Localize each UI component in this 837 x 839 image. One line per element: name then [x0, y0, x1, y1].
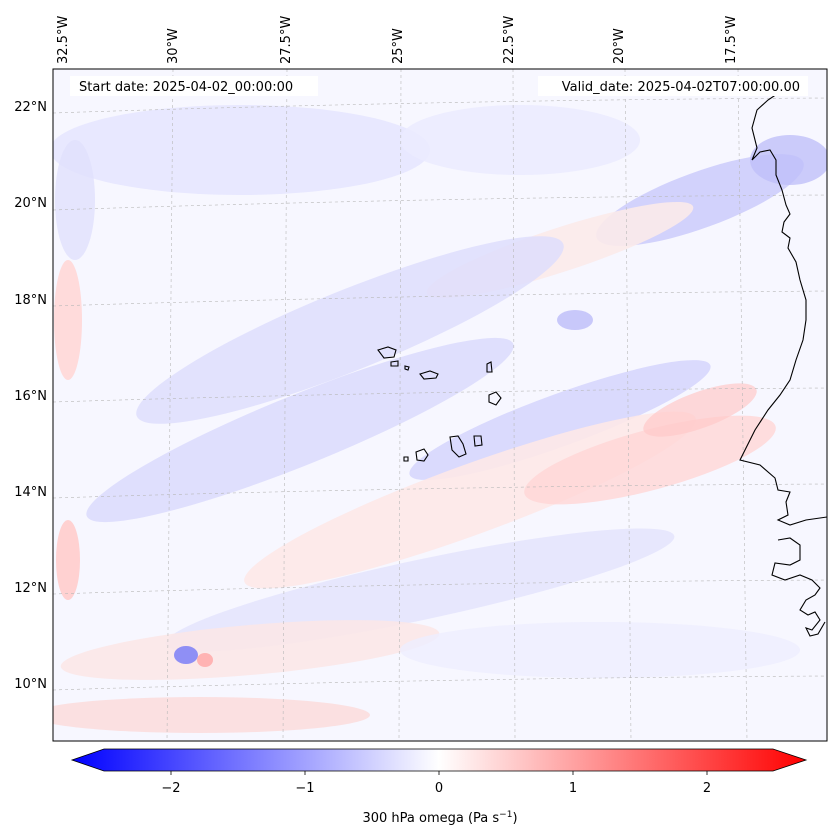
colorbar-tick-label: 0 [435, 781, 443, 796]
colorbar-tick-label: −1 [295, 781, 314, 796]
map-panel [52, 68, 828, 742]
island-brava [403, 456, 409, 462]
lat-label: 20°N [14, 196, 47, 211]
lon-label: 17.5°W [724, 16, 739, 64]
island-santa-luzia [404, 365, 410, 371]
island-boa-vista [488, 391, 502, 406]
lon-label: 22.5°W [502, 16, 517, 64]
colorbar-tick-label: −2 [161, 781, 180, 796]
lon-label: 30°W [166, 28, 181, 64]
island-fogo [415, 448, 429, 462]
graticule [53, 69, 827, 741]
colorbar-label-close: ) [512, 811, 517, 826]
lon-label: 27.5°W [279, 16, 294, 64]
colorbar-label: 300 hPa omega (Pa s−1) [362, 810, 517, 826]
lat-label: 12°N [14, 581, 47, 596]
lat-label: 18°N [14, 293, 47, 308]
start-date-box [70, 76, 318, 96]
valid-date-label: Valid_date: 2025-04-02T07:00:00.00 [562, 80, 800, 95]
valid-date-box [538, 76, 808, 96]
lat-label: 14°N [14, 485, 47, 500]
latitude-labels: 22°N 20°N 18°N 16°N 14°N 12°N 10°N [14, 100, 47, 692]
colorbar-label-main: 300 hPa omega (Pa s [362, 811, 499, 826]
longitude-labels: 32.5°W 30°W 27.5°W 25°W 22.5°W 20°W 17.5… [56, 16, 739, 64]
colorbar-tick-label: 1 [569, 781, 577, 796]
island-sao-nicolau [419, 370, 439, 380]
coastline [739, 91, 827, 637]
island-sao-vicente [390, 360, 399, 367]
colorbar-tick-label: 2 [703, 781, 711, 796]
lon-label: 20°W [612, 28, 627, 64]
map-frame [52, 68, 828, 742]
start-date-label: Start date: 2025-04-02_00:00:00 [79, 80, 293, 95]
lat-label: 22°N [14, 100, 47, 115]
island-maio [473, 435, 483, 447]
colorbar-label-exp: −1 [499, 810, 512, 820]
lon-label: 25°W [391, 28, 406, 64]
omega-field [53, 105, 827, 733]
colorbar: −2 −1 0 1 2 300 hPa omega (Pa s−1) [70, 748, 808, 826]
colorbar-bar [70, 748, 808, 772]
cape-verde-islands [377, 346, 502, 462]
colorbar-ticks [170, 771, 708, 775]
island-sal [486, 361, 493, 373]
island-santo-antao [377, 346, 397, 359]
lat-label: 10°N [14, 677, 47, 692]
lon-label: 32.5°W [56, 16, 71, 64]
island-santiago [449, 435, 467, 458]
lat-label: 16°N [14, 389, 47, 404]
